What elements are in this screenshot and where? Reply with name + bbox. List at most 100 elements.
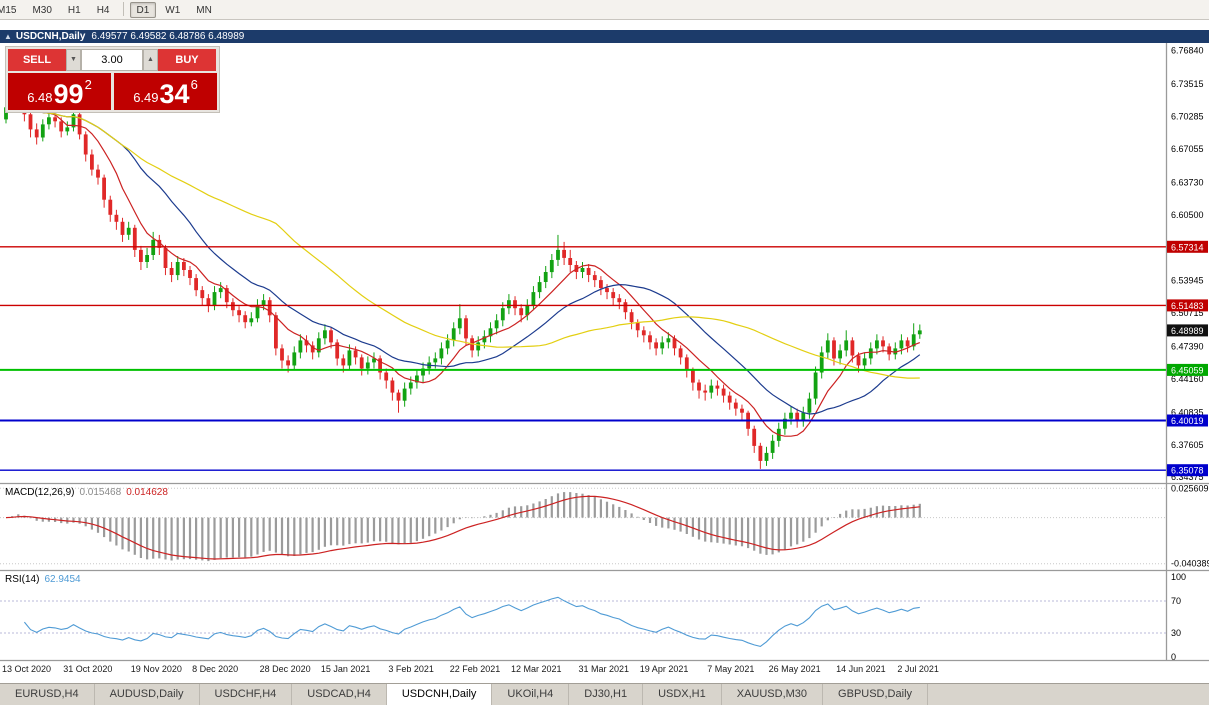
price-badge: [1167, 324, 1208, 337]
svg-text:28 Dec 2020: 28 Dec 2020: [260, 664, 311, 674]
chart-symbol-label: USDCNH,Daily: [15, 31, 86, 42]
chart-title-bar: ▲ USDCNH,Daily 6.49577 6.49582 6.48786 6.4…: [0, 30, 1209, 43]
svg-text:31 Mar 2021: 31 Mar 2021: [579, 664, 630, 674]
chart-canvas[interactable]: 6.76840 6.73515 6.70285 6.67055 6.63730 6.605…: [0, 43, 1209, 680]
chart-tab-xauusd-m30[interactable]: XAUUSD,M30: [722, 684, 824, 705]
candles-layer: [4, 74, 922, 469]
svg-text:0: 0: [1171, 652, 1176, 662]
panel-separators: [0, 43, 1209, 662]
chart-tab-usdchf-h4[interactable]: USDCHF,H4: [200, 684, 293, 705]
svg-text:6.57314: 6.57314: [1171, 242, 1204, 252]
svg-text:6.40019: 6.40019: [1171, 416, 1204, 426]
trade-panel-quotes: 6.48 99 2 6.49 34 6: [8, 73, 217, 110]
price-badge: [1167, 414, 1208, 427]
svg-text:6.44160: 6.44160: [1171, 374, 1204, 384]
svg-text:6.53945: 6.53945: [1171, 276, 1204, 286]
chart-tab-usdcnh-daily[interactable]: USDCNH,Daily: [386, 684, 493, 705]
chart-tab-usdx-h1[interactable]: USDX,H1: [643, 684, 722, 705]
macd-layer: 0.025609 -0.040389: [0, 483, 1209, 569]
svg-text:8 Dec 2020: 8 Dec 2020: [192, 664, 238, 674]
svg-text:6.34375: 6.34375: [1171, 472, 1204, 482]
svg-text:6.60500: 6.60500: [1171, 210, 1204, 220]
timeframe-button-m30[interactable]: M30: [32, 4, 52, 16]
rsi-title: RSI(14): [5, 574, 40, 585]
price-badges: 6.57314 6.51483 6.48989 6.45059 6.40019 6.350…: [1167, 240, 1208, 477]
horizontal-levels-layer: [0, 246, 1166, 471]
timeframe-button-mn[interactable]: MN: [196, 4, 212, 16]
volume-input[interactable]: [81, 49, 143, 71]
svg-text:2 Jul 2021: 2 Jul 2021: [897, 664, 939, 674]
svg-text:26 May 2021: 26 May 2021: [769, 664, 821, 674]
ask-price-pipette: 6: [190, 77, 198, 92]
svg-text:-0.040389: -0.040389: [1171, 559, 1209, 569]
ma-line-45: [5, 93, 920, 379]
chart-tab-gbpusd-daily[interactable]: GBPUSD,Daily: [823, 684, 929, 705]
toolbar-separator: [122, 1, 124, 16]
svg-text:6.70285: 6.70285: [1171, 112, 1204, 122]
svg-text:7 May 2021: 7 May 2021: [707, 664, 754, 674]
svg-text:0.025609: 0.025609: [1171, 483, 1209, 493]
timeframe-button-h4[interactable]: H4: [96, 4, 110, 16]
svg-text:14 Jun 2021: 14 Jun 2021: [836, 664, 886, 674]
timeframe-button-h1[interactable]: H1: [67, 4, 81, 16]
chart-tab-eurusd-h4[interactable]: EURUSD,H4: [0, 684, 95, 705]
chart-tab-audusd-daily[interactable]: AUDUSD,Daily: [95, 684, 200, 705]
svg-text:19 Apr 2021: 19 Apr 2021: [640, 664, 689, 674]
volume-decrease-button[interactable]: ▼: [66, 49, 81, 71]
svg-text:6.76840: 6.76840: [1171, 46, 1204, 56]
macd-main-value: 0.015468: [79, 487, 122, 498]
svg-text:12 Mar 2021: 12 Mar 2021: [511, 664, 562, 674]
timeframe-button-d1[interactable]: D1: [129, 1, 157, 18]
svg-text:6.73515: 6.73515: [1171, 79, 1204, 89]
volume-increase-button[interactable]: ▲: [143, 49, 158, 71]
sell-button[interactable]: SELL: [8, 49, 66, 71]
bid-price-pipette: 2: [84, 77, 92, 92]
bid-price-prefix: 6.48: [27, 90, 53, 105]
timeframe-toolbar: M15 M30 H1 H4 D1 W1 MN: [0, 0, 1209, 20]
svg-text:31 Oct 2020: 31 Oct 2020: [63, 664, 112, 674]
timeframe-button-w1[interactable]: W1: [165, 4, 181, 16]
chart-tab-bar: EURUSD,H4 AUDUSD,Daily USDCHF,H4 USDCAD,H4 U…: [0, 683, 1209, 705]
rsi-layer: 100 70 30 0: [0, 572, 1186, 662]
rsi-indicator-label: RSI(14) 62.9454: [5, 574, 81, 585]
macd-indicator-label: MACD(12,26,9) 0.015468 0.014628: [5, 487, 168, 498]
collapse-chart-icon[interactable]: ▲: [4, 32, 12, 41]
price-badge: [1167, 299, 1208, 312]
timeframe-button-m15[interactable]: M15: [0, 4, 17, 16]
ma-line-20: [5, 93, 921, 415]
svg-text:15 Jan 2021: 15 Jan 2021: [321, 664, 371, 674]
bid-price-big: 99: [53, 79, 84, 109]
svg-text:100: 100: [1171, 572, 1186, 582]
svg-text:19 Nov 2020: 19 Nov 2020: [131, 664, 182, 674]
svg-text:6.51483: 6.51483: [1171, 301, 1204, 311]
svg-text:6.40835: 6.40835: [1171, 407, 1204, 417]
ask-price-prefix: 6.49: [133, 90, 159, 105]
svg-text:6.48989: 6.48989: [1171, 326, 1204, 336]
bid-price-display: 6.48 99 2: [8, 73, 111, 110]
svg-text:6.47390: 6.47390: [1171, 342, 1204, 352]
chart-tab-dj30-h1[interactable]: DJ30,H1: [569, 684, 644, 705]
macd-title: MACD(12,26,9): [5, 487, 75, 498]
price-axis-labels: 6.76840 6.73515 6.70285 6.67055 6.63730 6.605…: [1171, 46, 1204, 483]
ask-price-big: 34: [159, 79, 190, 109]
svg-text:70: 70: [1171, 596, 1181, 606]
chart-tab-ukoil-h4[interactable]: UKOil,H4: [492, 684, 570, 705]
timeframe-buttons: M15 M30 H1 H4 D1 W1 MN: [0, 1, 220, 18]
svg-text:6.35078: 6.35078: [1171, 466, 1204, 476]
svg-text:6.37605: 6.37605: [1171, 440, 1204, 450]
svg-text:6.50715: 6.50715: [1171, 308, 1204, 318]
price-badge: [1167, 464, 1208, 477]
svg-text:6.63730: 6.63730: [1171, 177, 1204, 187]
chart-tab-usdcad-h4[interactable]: USDCAD,H4: [292, 684, 387, 705]
svg-text:22 Feb 2021: 22 Feb 2021: [450, 664, 501, 674]
ask-price-display: 6.49 34 6: [114, 73, 217, 110]
date-axis-labels: 13 Oct 2020 31 Oct 2020 19 Nov 2020 8 Dec 2…: [2, 664, 939, 674]
chart-ohlc-values: 6.49577 6.49582 6.48786 6.48989: [91, 31, 245, 42]
buy-button[interactable]: BUY: [158, 49, 216, 71]
trade-panel-controls: SELL ▼ ▲ BUY: [8, 49, 217, 71]
rsi-value: 62.9454: [44, 574, 81, 585]
svg-text:6.67055: 6.67055: [1171, 144, 1204, 154]
svg-text:30: 30: [1171, 628, 1181, 638]
svg-text:6.45059: 6.45059: [1171, 365, 1204, 375]
one-click-trading-panel: SELL ▼ ▲ BUY 6.48 99 2 6.49 34 6: [5, 46, 220, 113]
